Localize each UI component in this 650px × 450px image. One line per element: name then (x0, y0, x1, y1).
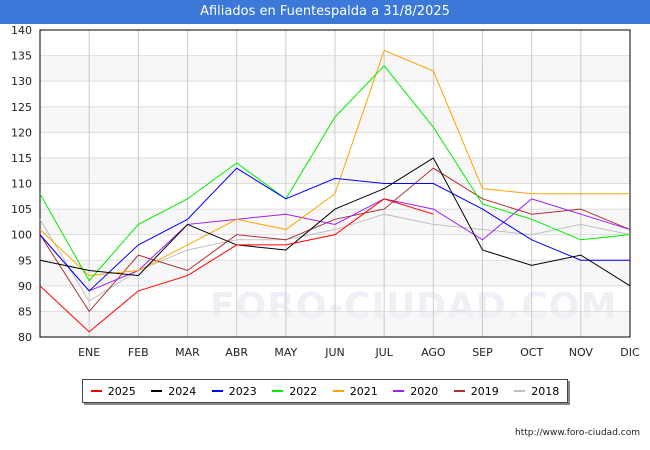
y-tick-label: 135 (11, 50, 32, 63)
legend-swatch (332, 390, 344, 392)
x-tick-label: MAR (175, 346, 200, 359)
legend-label: 2020 (410, 384, 439, 398)
legend-item-2025: 2025 (90, 384, 136, 398)
x-tick-label: AGO (421, 346, 446, 359)
legend-swatch (90, 390, 102, 392)
legend-label: 2025 (107, 384, 136, 398)
series-line-2025 (39, 198, 434, 333)
plot-frame (39, 29, 631, 338)
series-line-2022 (39, 65, 631, 282)
legend-swatch (272, 390, 284, 392)
y-tick-label: 100 (11, 229, 32, 242)
y-tick-label: 105 (11, 203, 32, 216)
y-tick-label: 125 (11, 101, 32, 114)
legend-item-2019: 2019 (453, 384, 499, 398)
x-tick-label: ABR (225, 346, 248, 359)
x-tick-label: FEB (128, 346, 149, 359)
legend-label: 2023 (228, 384, 257, 398)
series-line-2024 (39, 157, 631, 287)
legend-swatch (393, 390, 405, 392)
series-line-2019 (39, 167, 631, 313)
series-line-2023 (39, 167, 630, 292)
y-tick-label: 130 (11, 75, 32, 88)
legend-label: 2018 (531, 384, 560, 398)
legend-item-2018: 2018 (514, 385, 559, 398)
x-tick-label: ENE (78, 346, 100, 359)
series-line-2021 (39, 49, 630, 277)
legend-label: 2022 (289, 384, 318, 398)
y-tick-label: 85 (18, 305, 32, 318)
legend-item-2023: 2023 (211, 384, 257, 398)
y-tick-label: 110 (11, 178, 32, 191)
source-url[interactable]: http://www.foro-ciudad.com (515, 428, 640, 438)
x-tick-label: NOV (569, 346, 594, 359)
x-tick-label: JUL (374, 346, 393, 359)
legend-item-2024: 2024 (151, 385, 196, 398)
legend-item-2020: 2020 (393, 385, 438, 398)
legend-label: 2021 (349, 384, 378, 398)
x-tick-label: SEP (472, 346, 493, 359)
x-tick-label: JUN (324, 346, 345, 359)
x-tick-label: OCT (520, 346, 543, 359)
legend-swatch (151, 390, 163, 392)
x-tick-label: MAY (274, 346, 297, 359)
y-tick-label: 90 (18, 280, 32, 293)
legend: 2025 2024 2023 2022 2021 2020 2019 2018 (82, 379, 568, 403)
y-tick-label: 95 (18, 254, 32, 267)
watermark: FORO-CIUDAD.COM (210, 286, 617, 327)
legend-swatch (453, 390, 465, 392)
y-tick-label: 80 (18, 331, 32, 344)
y-tick-label: 120 (11, 126, 32, 139)
y-tick-label: 115 (11, 152, 32, 165)
legend-swatch (514, 390, 526, 392)
x-tick-label: DIC (620, 346, 640, 359)
y-tick-label: 140 (11, 24, 32, 37)
legend-swatch (211, 390, 223, 392)
legend-label: 2024 (168, 384, 197, 398)
legend-label: 2019 (470, 384, 499, 398)
legend-item-2021: 2021 (332, 384, 378, 398)
legend-item-2022: 2022 (272, 385, 317, 398)
chart-title: Afiliados en Fuentespalda a 31/8/2025 (0, 0, 650, 24)
